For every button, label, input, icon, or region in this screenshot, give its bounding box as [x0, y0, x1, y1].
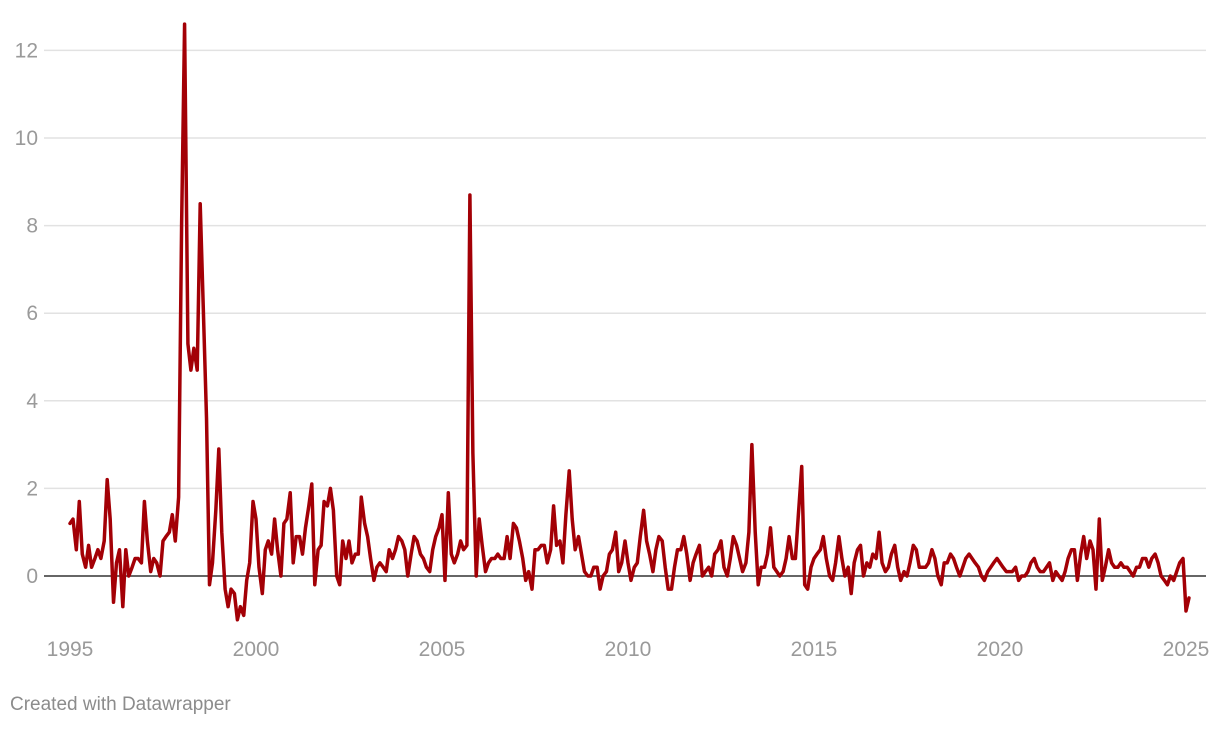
y-tick-label: 0	[26, 565, 38, 588]
gridlines	[44, 49, 1206, 490]
x-tick-label: 2020	[977, 638, 1024, 661]
y-tick-label: 8	[26, 215, 38, 238]
series-line-0	[68, 22, 1191, 622]
y-tick-label: 2	[26, 477, 38, 500]
x-tick-label: 2000	[233, 638, 280, 661]
series-layer	[68, 22, 1191, 622]
x-tick-label: 2010	[605, 638, 652, 661]
x-tick-label: 2015	[791, 638, 838, 661]
y-tick-label: 10	[15, 127, 38, 150]
credit-text: Created with Datawrapper	[10, 694, 231, 715]
y-tick-label: 4	[26, 390, 38, 413]
y-tick-label: 6	[26, 302, 38, 325]
x-tick-label: 1995	[47, 638, 94, 661]
y-tick-label: 12	[15, 39, 38, 62]
x-tick-label: 2005	[419, 638, 466, 661]
x-tick-label: 2025	[1163, 638, 1210, 661]
axes: 0 2 4 6 8 10 12 1995 2000 2005 2010 2015 2020 2025	[15, 39, 1210, 661]
